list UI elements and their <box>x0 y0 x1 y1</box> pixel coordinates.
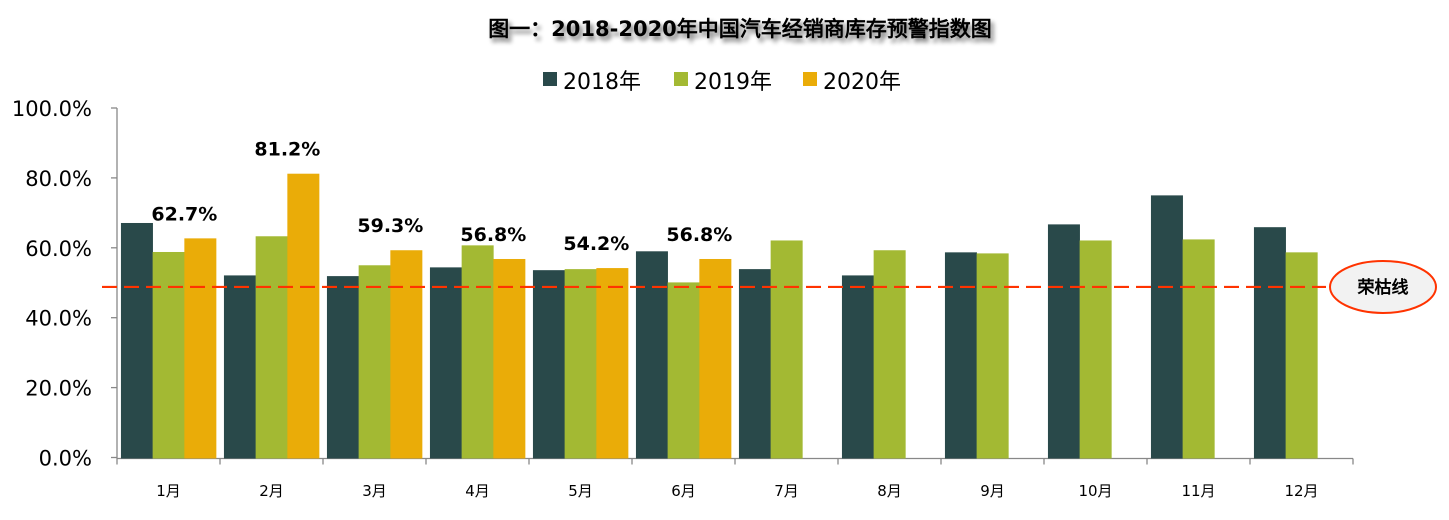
bar-2020年-5月 <box>596 268 629 459</box>
bar-2018年-5月 <box>532 270 565 459</box>
data-label: 56.8% <box>460 224 526 246</box>
bar-2018年-12月 <box>1253 227 1286 459</box>
x-tick-label: 9月 <box>980 482 1005 500</box>
bar-2018年-8月 <box>841 275 874 459</box>
bar-2019年-5月 <box>564 269 597 459</box>
bar-2019年-1月 <box>152 251 185 459</box>
bar-2020年-1月 <box>184 238 217 459</box>
y-tick-label: 40.0% <box>25 307 92 331</box>
x-tick-label: 1月 <box>156 482 181 500</box>
x-tick-label: 4月 <box>465 482 490 500</box>
bar-2019年-10月 <box>1079 240 1112 459</box>
y-tick-label: 100.0% <box>12 97 92 121</box>
bar-2020年-3月 <box>390 250 423 459</box>
bar-2019年-7月 <box>770 240 803 459</box>
bar-2019年-3月 <box>358 265 391 459</box>
x-tick-label: 6月 <box>671 482 696 500</box>
data-label: 56.8% <box>666 224 732 246</box>
bar-2019年-4月 <box>461 245 494 459</box>
bar-2020年-2月 <box>287 173 320 459</box>
y-tick-label: 60.0% <box>25 237 92 261</box>
legend-label: 2019年 <box>694 70 772 95</box>
bar-2018年-2月 <box>223 275 256 459</box>
bar-2018年-6月 <box>635 251 668 459</box>
legend-swatch-2018年 <box>543 72 557 86</box>
bar-2018年-4月 <box>429 267 462 459</box>
data-labels: 62.7% 81.2% 59.3% 56.8% 54.2% 56.8% <box>151 139 732 255</box>
legend-swatch-2020年 <box>803 72 817 86</box>
x-tick-label: 2月 <box>259 482 284 500</box>
data-label: 54.2% <box>563 233 629 255</box>
x-tick-label: 8月 <box>877 482 902 500</box>
data-label: 62.7% <box>151 203 217 225</box>
legend-label: 2018年 <box>563 70 641 95</box>
reference-line: 荣枯线 <box>102 259 1437 314</box>
reference-label-ellipse <box>1329 259 1437 314</box>
bar-2019年-11月 <box>1182 239 1215 459</box>
bar-2019年-9月 <box>976 253 1009 459</box>
data-label: 81.2% <box>254 139 320 161</box>
bar-2019年-12月 <box>1285 252 1318 459</box>
y-tick-label: 80.0% <box>25 167 92 191</box>
legend-label: 2020年 <box>823 70 901 95</box>
bar-2018年-7月 <box>738 269 771 459</box>
reference-line-label: 荣枯线 <box>1357 277 1409 298</box>
y-tick-label: 0.0% <box>39 447 92 471</box>
bar-2018年-3月 <box>326 276 359 459</box>
axes: 0.0% 20.0% 40.0% 60.0% 80.0% 100.0% 1月 2月 3月 4月 5月… <box>12 97 1354 500</box>
bar-2019年-6月 <box>667 282 700 459</box>
y-tick-label: 20.0% <box>25 377 92 401</box>
chart-title: 图一：2018-2020年中国汽车经销商库存预警指数图 <box>488 17 992 41</box>
x-tick-label: 5月 <box>568 482 593 500</box>
data-label: 59.3% <box>357 215 423 237</box>
x-tick-label: 3月 <box>362 482 387 500</box>
bar-2019年-2月 <box>255 236 288 459</box>
bar-2018年-10月 <box>1047 224 1080 459</box>
bar-2018年-9月 <box>944 252 977 459</box>
bar-2020年-6月 <box>699 258 732 459</box>
bar-2019年-8月 <box>873 250 906 459</box>
x-tick-label: 10月 <box>1078 482 1112 500</box>
bars <box>120 173 1318 459</box>
legend: 2018年 2019年 2020年 <box>543 70 901 95</box>
legend-swatch-2019年 <box>674 72 688 86</box>
x-tick-label: 11月 <box>1181 482 1215 500</box>
x-tick-label: 7月 <box>774 482 799 500</box>
bar-2020年-4月 <box>493 258 526 459</box>
x-tick-label: 12月 <box>1284 482 1318 500</box>
bar-2018年-1月 <box>120 222 153 459</box>
bar-2018年-11月 <box>1150 195 1183 459</box>
